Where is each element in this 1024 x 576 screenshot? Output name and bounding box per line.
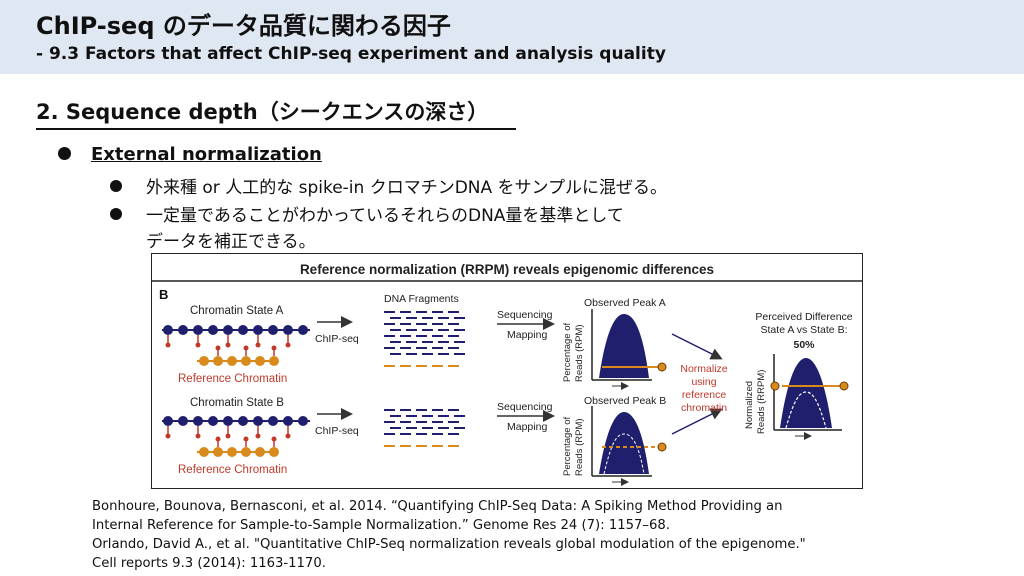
sequencing-label-a: Sequencing	[497, 309, 553, 321]
chromatin-b-fiber	[162, 416, 310, 439]
figure-panel: Reference normalization (RRPM) reveals e…	[151, 253, 863, 489]
reference-line: Bonhoure, Bounova, Bernasconi, et al. 20…	[92, 499, 783, 514]
svg-text:50%: 50%	[793, 339, 815, 351]
chromatin-b-label: Chromatin State B	[190, 397, 284, 409]
svg-text:Reads (RPM): Reads (RPM)	[574, 418, 585, 476]
svg-text:Normalized: Normalized	[744, 381, 755, 429]
mapping-label-a: Mapping	[507, 329, 547, 341]
normalized-peak-plot: Normalized Reads (RRPM)	[744, 354, 849, 440]
dna-fragments-b	[384, 409, 465, 447]
peak-a-plot: Percentage of Reads (RPM)	[562, 309, 667, 390]
chromatin-a-label: Chromatin State A	[190, 305, 284, 317]
reference-line: Cell reports 9.3 (2014): 1163-1170.	[92, 556, 326, 571]
bullet-dot-icon	[110, 208, 122, 220]
bullet-level1-label: External normalization	[91, 144, 322, 165]
svg-text:reference: reference	[682, 389, 727, 401]
svg-text:Percentage of: Percentage of	[562, 322, 573, 382]
chip-seq-label-a: ChIP-seq	[315, 333, 359, 345]
sequencing-label-b: Sequencing	[497, 401, 553, 413]
references: Bonhoure, Bounova, Bernasconi, et al. 20…	[92, 497, 806, 573]
peak-b-plot: Percentage of Reads (RPM)	[562, 406, 667, 486]
reference-line: Internal Reference for Sample-to-Sample …	[92, 518, 670, 533]
dna-fragments-a	[384, 311, 465, 367]
peak-a-label: Observed Peak A	[584, 297, 666, 309]
reference-chromatin-b	[197, 436, 279, 457]
svg-text:State A vs State B:: State A vs State B:	[761, 324, 848, 336]
mapping-label-b: Mapping	[507, 421, 547, 433]
reference-chromatin-a	[197, 345, 279, 366]
reference-line: Orlando, David A., et al. "Quantitative …	[92, 537, 806, 552]
slide-title: ChIP-seq のデータ品質に関わる因子	[36, 12, 451, 40]
bullet-item-1-text: 外来種 or 人工的な spike-in クロマチンDNA をサンプルに混ぜる。	[146, 178, 668, 198]
panel-label: B	[159, 287, 168, 302]
figure-title: Reference normalization (RRPM) reveals e…	[300, 262, 714, 277]
chip-seq-label-b: ChIP-seq	[315, 425, 359, 437]
svg-text:Perceived Difference: Perceived Difference	[755, 311, 852, 323]
svg-text:Reads (RRPM): Reads (RRPM)	[756, 370, 767, 434]
chromatin-a-fiber	[162, 325, 310, 348]
arrow-icon	[671, 333, 723, 360]
svg-text:Percentage of: Percentage of	[562, 416, 573, 476]
figure-diagram: Reference normalization (RRPM) reveals e…	[152, 262, 862, 486]
bullet-item-2: 一定量であることがわかっているそれらのDNA量を基準として	[110, 201, 624, 226]
svg-text:Reads (RPM): Reads (RPM)	[574, 324, 585, 382]
svg-text:chromatin: chromatin	[681, 402, 727, 414]
bullet-level1: External normalization	[58, 144, 322, 165]
svg-text:using: using	[691, 376, 716, 388]
header-bar: ChIP-seq のデータ品質に関わる因子 - 9.3 Factors that…	[0, 0, 1024, 74]
peak-b-label: Observed Peak B	[584, 395, 666, 407]
svg-text:Normalize: Normalize	[680, 363, 727, 375]
bullet-item-2-continuation: データを補正できる。	[146, 232, 316, 252]
bullet-item-2-text: 一定量であることがわかっているそれらのDNA量を基準として	[146, 206, 624, 226]
perceived-difference-label: Perceived Difference State A vs State B:…	[755, 311, 852, 351]
bullet-item-1: 外来種 or 人工的な spike-in クロマチンDNA をサンプルに混ぜる。	[110, 173, 667, 198]
reference-chromatin-b-label: Reference Chromatin	[178, 464, 287, 476]
reference-chromatin-a-label: Reference Chromatin	[178, 373, 287, 385]
dna-fragments-label: DNA Fragments	[384, 293, 459, 305]
slide-subtitle: - 9.3 Factors that affect ChIP-seq exper…	[36, 44, 666, 64]
arrow-icon	[671, 408, 723, 435]
bullet-dot-icon	[58, 146, 71, 160]
section-heading: 2. Sequence depth（シークエンスの深さ）	[36, 96, 517, 130]
bullet-dot-icon	[110, 180, 122, 192]
normalize-label: Normalize using reference chromatin	[680, 363, 727, 414]
